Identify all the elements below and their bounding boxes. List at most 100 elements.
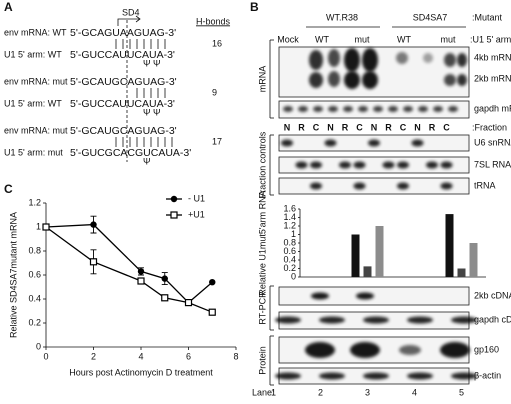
panel-label: A xyxy=(4,0,13,14)
band-label: β-actin xyxy=(474,370,501,380)
band xyxy=(457,74,467,86)
band xyxy=(418,106,428,112)
y-tick-label: 1.4 xyxy=(283,212,296,222)
arm-label: Mock xyxy=(277,34,299,44)
fraction-label: N xyxy=(327,122,334,132)
band xyxy=(310,182,322,190)
band xyxy=(310,161,322,169)
y-tick-label: 0.6 xyxy=(283,246,296,256)
band-label: gapdh cDNA xyxy=(474,314,511,324)
band xyxy=(440,182,453,190)
band xyxy=(353,161,366,169)
lane-label: Lane: xyxy=(252,387,275,397)
band xyxy=(363,316,389,324)
legend-label: +U1 xyxy=(188,209,205,219)
lane-number: 1 xyxy=(271,387,276,397)
band xyxy=(356,292,374,300)
u1-label: U1 5' arm: WT xyxy=(4,49,62,59)
x-axis-label: Hours post Actinomycin D treatment xyxy=(69,367,213,377)
y-tick-label: 1.6 xyxy=(283,203,296,213)
band-label: 7SL RNA xyxy=(474,159,511,169)
band-label: 2kb cDNA xyxy=(474,290,511,300)
band xyxy=(343,106,353,112)
band xyxy=(444,53,456,67)
band xyxy=(411,139,424,147)
bar xyxy=(351,234,360,277)
u1-label: U1 5' arm: WT xyxy=(4,98,62,108)
mutant-group: WT.R38 xyxy=(326,12,358,22)
band xyxy=(339,161,351,169)
y-axis-label: Relative SD4SA7mutant mRNA xyxy=(8,212,18,338)
x-tick-label: 4 xyxy=(138,351,143,361)
x-tick-label: 2 xyxy=(91,351,96,361)
band xyxy=(451,372,477,380)
pseudouridine: Ψ Ψ xyxy=(143,58,161,68)
group-label: RT-PCR xyxy=(257,291,267,325)
band xyxy=(407,372,433,380)
fraction-label: R xyxy=(429,122,436,132)
band-label: tRNA xyxy=(474,180,496,190)
sd-label: SD4 xyxy=(122,7,140,17)
env-seq: 5'-GCAGUAAGUAG-3' xyxy=(70,27,176,39)
blot xyxy=(278,177,470,195)
fraction-label: R xyxy=(342,122,349,132)
x-tick-label: 0 xyxy=(43,351,48,361)
band xyxy=(397,161,409,169)
band xyxy=(433,106,443,112)
band-label: gp160 xyxy=(474,344,499,354)
band xyxy=(313,106,323,112)
y-tick-label: 1.2 xyxy=(28,197,41,207)
band xyxy=(328,71,340,87)
band xyxy=(281,139,293,147)
marker xyxy=(137,277,145,285)
y-tick-label: 1 xyxy=(36,221,41,231)
band xyxy=(353,182,366,190)
pseudouridine: Ψ Ψ xyxy=(143,107,161,117)
y-axis-label: Relative U1mut5'arm RNA xyxy=(257,190,267,295)
group-label: Protein xyxy=(257,346,267,375)
band xyxy=(448,106,458,112)
bar xyxy=(445,214,454,277)
band xyxy=(328,49,340,67)
sd-arrow xyxy=(117,15,141,26)
series-line xyxy=(45,226,213,313)
lane-number: 3 xyxy=(365,387,370,397)
lane-number: 4 xyxy=(412,387,417,397)
marker xyxy=(90,221,97,228)
u1-seq: 5'-GUCCAUUCAUA-3' xyxy=(70,98,175,110)
y-tick-label: 0.4 xyxy=(28,293,41,303)
band xyxy=(440,342,470,358)
series-line xyxy=(45,223,213,304)
band xyxy=(311,292,329,300)
panel-label: C xyxy=(4,182,13,196)
marker xyxy=(184,299,193,307)
band xyxy=(399,345,421,355)
band xyxy=(324,139,337,147)
marker xyxy=(208,308,216,316)
band xyxy=(350,342,380,358)
fraction-label: C xyxy=(400,122,407,132)
env-label: env mRNA: mut xyxy=(4,125,68,135)
env-seq: 5'-GCAUGCAGUAG-3' xyxy=(70,125,177,137)
band xyxy=(403,106,413,112)
bar xyxy=(363,266,372,277)
hbonds-header: H-bonds xyxy=(196,16,231,26)
band xyxy=(319,372,345,380)
x-tick-label: 8 xyxy=(233,351,238,361)
hbonds-value: 16 xyxy=(212,38,222,48)
env-label: env mRNA: mut xyxy=(4,76,68,86)
band xyxy=(426,161,438,169)
band-label: gapdh mRNA xyxy=(474,103,511,113)
band xyxy=(275,316,301,324)
marker xyxy=(42,223,50,231)
band xyxy=(358,106,368,112)
band xyxy=(444,74,456,86)
band xyxy=(344,48,360,72)
marker xyxy=(170,195,178,203)
band xyxy=(451,316,477,324)
y-tick-label: 0.6 xyxy=(28,269,41,279)
band xyxy=(368,139,380,147)
fraction-label: C xyxy=(443,122,450,132)
mutant-group: SD4SA7 xyxy=(413,12,448,22)
band xyxy=(373,106,383,112)
